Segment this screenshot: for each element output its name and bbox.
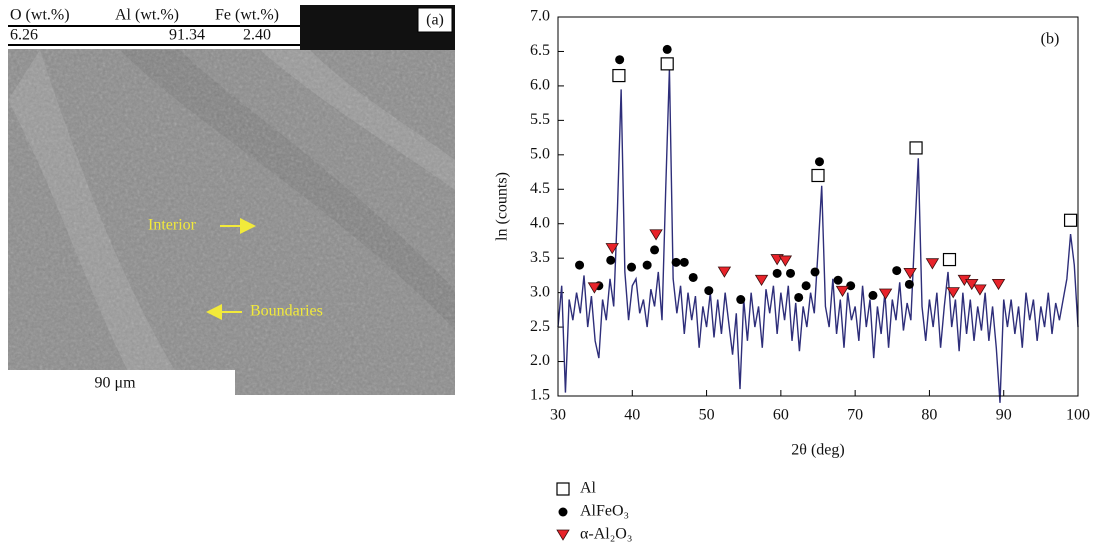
table-header: Fe (wt.%) xyxy=(215,7,279,24)
marker xyxy=(794,292,804,302)
y-tick-label: 4.5 xyxy=(530,180,550,197)
marker xyxy=(991,278,1006,291)
marker xyxy=(904,279,914,289)
marker xyxy=(605,243,619,255)
micrograph-panel: O (wt.%) Al (wt.%) Fe (wt.%) 6.26 91.34 … xyxy=(0,5,455,396)
marker xyxy=(754,274,769,287)
marker xyxy=(717,266,732,278)
x-tick-label: 90 xyxy=(996,407,1012,424)
y-tick-label: 5.0 xyxy=(530,145,550,162)
marker xyxy=(811,168,825,183)
table-header: O (wt.%) xyxy=(10,7,70,24)
marker xyxy=(946,287,960,299)
x-axis-label: 2θ (deg) xyxy=(791,442,844,459)
marker xyxy=(772,268,782,278)
marker xyxy=(660,57,674,71)
marker xyxy=(833,275,843,285)
marker xyxy=(903,267,917,280)
marker xyxy=(615,55,625,65)
marker xyxy=(606,255,616,265)
marker xyxy=(868,290,878,300)
chart: 1.5 2.0 2.5 3.0 3.5 4.0 4.5 5.0 5.5 6.0 6.5 7.0 30 40… xyxy=(494,8,1090,543)
panel-label: (b) xyxy=(1041,31,1060,48)
table-header: Al (wt.%) xyxy=(115,7,179,24)
annotation: Interior xyxy=(148,217,197,234)
legend-marker xyxy=(558,507,568,517)
marker xyxy=(627,262,637,272)
marker xyxy=(642,260,652,270)
y-tick-label: 5.5 xyxy=(530,111,550,128)
marker xyxy=(878,288,893,300)
scale-bar-label: 90 μm xyxy=(94,375,136,392)
legend-marker xyxy=(556,529,570,541)
x-tick-label: 70 xyxy=(847,407,863,424)
panel-label-box xyxy=(417,7,453,33)
plot-frame xyxy=(557,16,1079,397)
marker xyxy=(736,295,746,305)
scale-bar-box xyxy=(0,370,235,396)
marker xyxy=(909,141,923,155)
marker xyxy=(801,281,811,291)
marker xyxy=(835,285,850,298)
y-tick-label: 2.0 xyxy=(530,352,550,369)
x-tick-label: 60 xyxy=(773,407,789,424)
marker xyxy=(810,267,820,277)
marker xyxy=(1063,213,1078,227)
marker xyxy=(892,266,902,276)
y-tick-label: 4.0 xyxy=(530,214,550,231)
marker xyxy=(587,282,602,294)
marker xyxy=(612,68,626,83)
y-axis-label: ln (counts) xyxy=(494,172,511,241)
marker xyxy=(965,278,979,291)
panel-label: (a) xyxy=(426,12,444,29)
y-tick-label: 3.5 xyxy=(530,249,550,266)
annotation: Boundaries xyxy=(250,303,323,320)
y-tick-label: 7.0 xyxy=(530,8,550,25)
x-tick-label: 50 xyxy=(699,407,715,424)
x-tick-label: 100 xyxy=(1066,407,1090,424)
table-cell: 6.26 xyxy=(10,27,38,44)
table-cell: 91.34 xyxy=(169,27,205,44)
x-tick-label: 80 xyxy=(921,407,937,424)
y-tick-label: 1.5 xyxy=(530,387,550,404)
table-cell: 2.40 xyxy=(243,27,271,44)
x-tick-label: 40 xyxy=(624,407,640,424)
legend-label: AlFeO₃ xyxy=(580,503,629,520)
marker xyxy=(942,252,957,267)
y-tick-label: 6.0 xyxy=(530,77,550,94)
marker xyxy=(778,255,793,267)
texture xyxy=(8,5,455,395)
data-line xyxy=(557,68,1079,403)
marker xyxy=(973,284,987,296)
y-tick-label: 3.0 xyxy=(530,283,550,300)
marker xyxy=(679,257,689,267)
marker xyxy=(671,257,681,267)
marker xyxy=(649,229,663,241)
marker xyxy=(662,44,672,54)
marker xyxy=(650,245,660,255)
legend-label: α-Al₂O₃ xyxy=(580,526,632,543)
marker xyxy=(704,286,714,296)
marker xyxy=(688,272,698,282)
x-tick-label: 30 xyxy=(550,407,566,424)
marker xyxy=(786,268,796,278)
marker xyxy=(814,157,824,167)
marker xyxy=(575,260,585,270)
marker xyxy=(846,281,856,291)
legend-marker xyxy=(556,482,570,496)
y-tick-label: 6.5 xyxy=(530,42,550,59)
marker xyxy=(925,258,940,270)
y-tick-label: 2.5 xyxy=(530,318,550,335)
legend-label: Al xyxy=(580,480,597,497)
